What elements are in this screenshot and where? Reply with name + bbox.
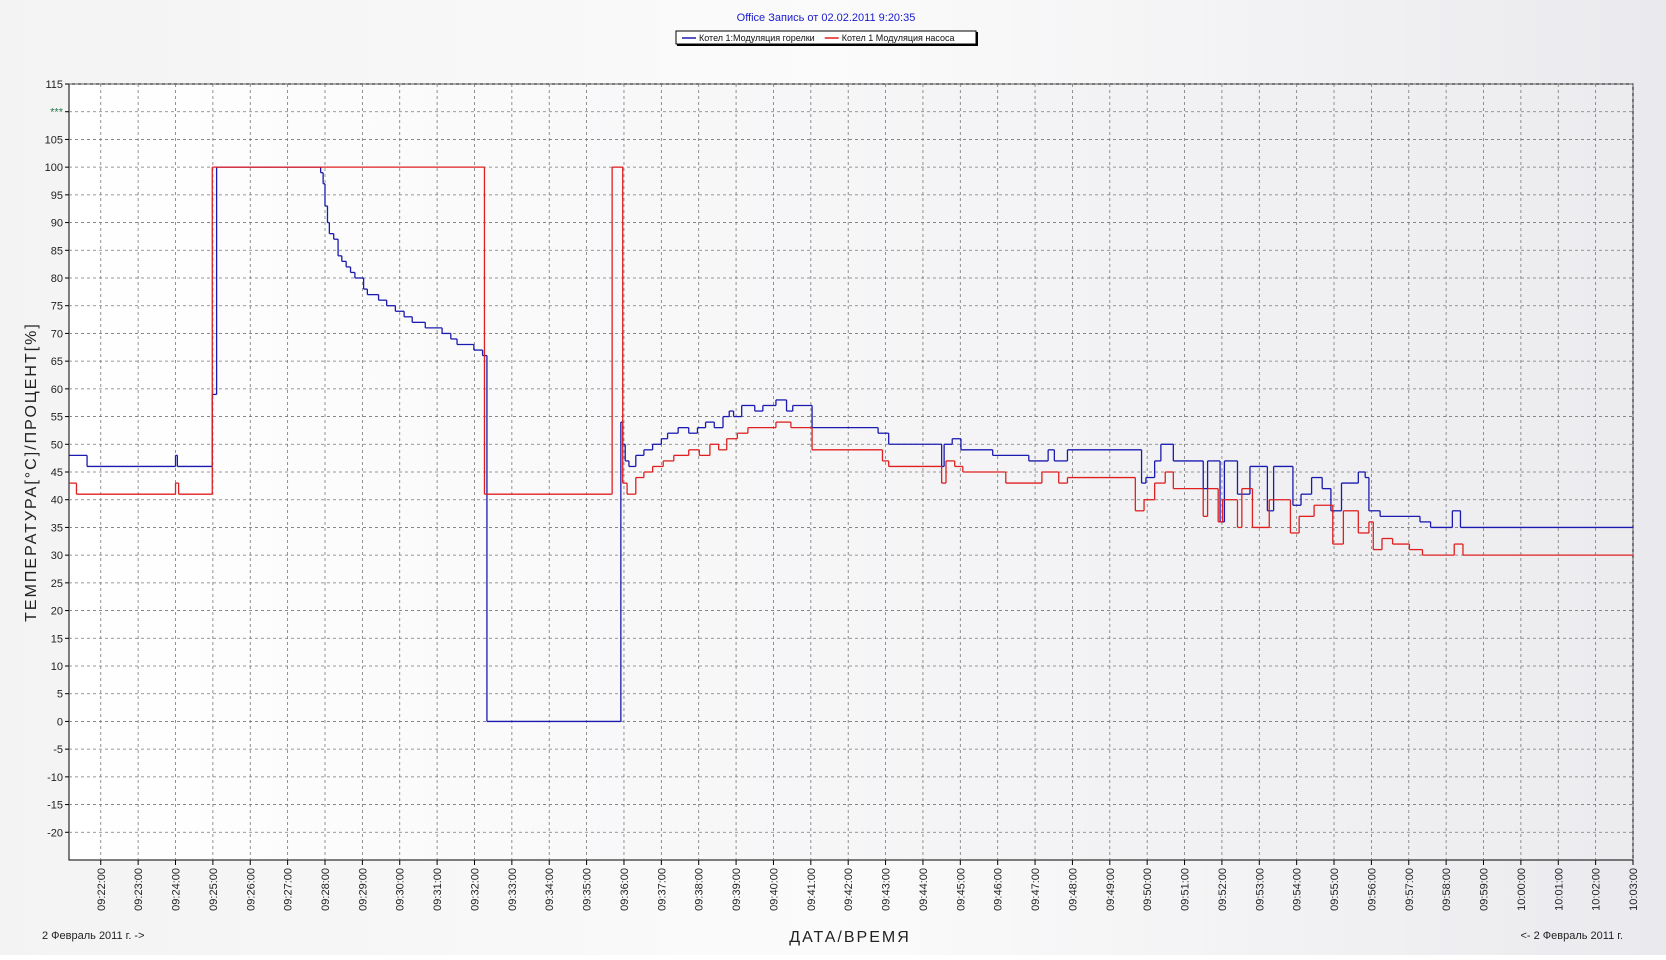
y-tick-label: 10 — [51, 661, 63, 673]
x-tick-label: 09:46:00 — [993, 868, 1005, 911]
x-tick-label: 09:50:00 — [1142, 868, 1154, 911]
y-tick-label: 55 — [51, 412, 63, 424]
y-tick-label: 25 — [51, 578, 63, 590]
x-tick-label: 09:47:00 — [1030, 868, 1042, 911]
x-tick-label: 09:52:00 — [1217, 868, 1229, 911]
x-tick-label: 09:34:00 — [544, 868, 556, 911]
y-tick-label: 40 — [51, 495, 63, 507]
x-tick-label: 09:43:00 — [881, 868, 893, 911]
y-tick-label: 50 — [51, 439, 63, 451]
y-tick-label: 85 — [51, 245, 63, 257]
x-tick-label: 09:54:00 — [1292, 868, 1304, 911]
labels: -20 -15 -10 -5 0 5 10 15 20 25 30 35 40 45 50 55 60 65 70 7… — [45, 79, 1640, 911]
y-tick-label: 105 — [45, 134, 63, 146]
lines — [69, 166, 1633, 723]
x-tick-label: 09:36:00 — [619, 868, 631, 911]
y-tick-label: -10 — [47, 772, 63, 784]
x-tick-label: 09:28:00 — [320, 868, 332, 911]
y-tick-label: *** — [50, 107, 64, 119]
x-tick-label: 10:01:00 — [1553, 868, 1565, 911]
x-tick-label: 09:57:00 — [1404, 868, 1416, 911]
x-tick-label: 09:22:00 — [96, 868, 108, 911]
x-tick-label: 09:51:00 — [1180, 868, 1192, 911]
x-tick-label: 10:03:00 — [1628, 868, 1640, 911]
x-tick-label: 09:55:00 — [1329, 868, 1341, 911]
y-tick-label: 75 — [51, 301, 63, 313]
x-tick-label: 09:24:00 — [171, 868, 183, 911]
legend-label: Котел 1:Модуляция горелки — [699, 33, 815, 43]
y-tick-label: 95 — [51, 190, 63, 202]
y-tick-label: 100 — [45, 162, 63, 174]
legend-label: Котел 1 Модуляция насоса — [842, 33, 955, 43]
x-tick-label: 09:25:00 — [208, 868, 220, 911]
y-axis-label: ТЕМПЕРАТУРА[°C]/ПРОЦЕНТ[%] — [23, 322, 40, 622]
y-tick-label: -20 — [47, 827, 63, 839]
x-tick-label: 09:49:00 — [1105, 868, 1117, 911]
x-tick-label: 09:45:00 — [955, 868, 967, 911]
x-tick-label: 09:38:00 — [694, 868, 706, 911]
y-tick-label: 90 — [51, 218, 63, 230]
grid — [65, 83, 1634, 865]
y-tick-label: 20 — [51, 606, 63, 618]
y-tick-label: 80 — [51, 273, 63, 285]
date-left: 2 Февраль 2011 г. -> — [42, 930, 145, 942]
x-tick-label: 09:58:00 — [1441, 868, 1453, 911]
x-tick-label: 09:48:00 — [1067, 868, 1079, 911]
x-tick-label: 09:39:00 — [731, 868, 743, 911]
x-tick-label: 09:27:00 — [283, 868, 295, 911]
x-tick-label: 09:31:00 — [432, 868, 444, 911]
x-tick-label: 09:59:00 — [1479, 868, 1491, 911]
y-tick-label: 30 — [51, 550, 63, 562]
y-tick-label: -15 — [47, 800, 63, 812]
chart-title: Office Запись от 02.02.2011 9:20:35 — [737, 12, 916, 24]
x-tick-label: 09:40:00 — [768, 868, 780, 911]
y-tick-label: -5 — [53, 744, 63, 756]
y-tick-label: 60 — [51, 384, 63, 396]
x-tick-label: 09:37:00 — [656, 868, 668, 911]
y-tick-label: 0 — [57, 716, 63, 728]
y-tick-label: 65 — [51, 356, 63, 368]
x-tick-label: 09:26:00 — [245, 868, 257, 911]
x-tick-label: 09:41:00 — [806, 868, 818, 911]
y-tick-label: 15 — [51, 633, 63, 645]
x-tick-label: 10:00:00 — [1516, 868, 1528, 911]
date-right: <- 2 Февраль 2011 г. — [1520, 930, 1623, 942]
x-axis-label: ДАТА/ВРЕМЯ — [789, 929, 911, 946]
x-tick-label: 09:56:00 — [1366, 868, 1378, 911]
x-tick-label: 09:53:00 — [1254, 868, 1266, 911]
y-tick-label: 70 — [51, 328, 63, 340]
x-tick-label: 09:32:00 — [469, 868, 481, 911]
y-tick-label: 5 — [57, 689, 63, 701]
x-tick-label: 09:35:00 — [582, 868, 594, 911]
y-tick-label: 115 — [45, 79, 63, 91]
x-tick-label: 10:02:00 — [1591, 868, 1603, 911]
x-tick-label: 09:23:00 — [133, 868, 145, 911]
x-tick-label: 09:29:00 — [357, 868, 369, 911]
y-tick-label: 35 — [51, 522, 63, 534]
x-tick-label: 09:42:00 — [843, 868, 855, 911]
legend: Котел 1:Модуляция горелки Котел 1 Модуляц… — [675, 30, 978, 46]
y-tick-label: 45 — [51, 467, 63, 479]
x-tick-label: 09:33:00 — [507, 868, 519, 911]
x-tick-label: 09:44:00 — [918, 868, 930, 911]
x-tick-label: 09:30:00 — [395, 868, 407, 911]
